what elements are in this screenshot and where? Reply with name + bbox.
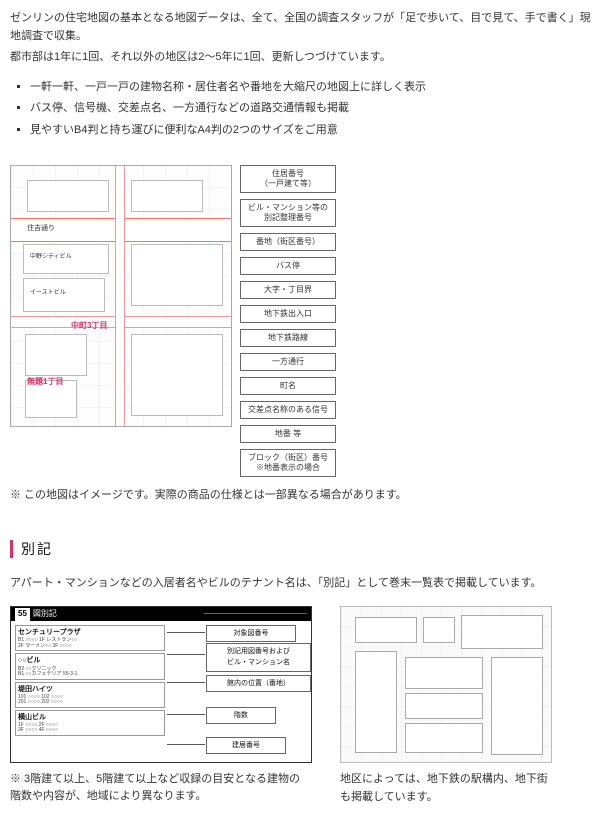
map-note: ※ この地図はイメージです。実際の商品の仕様とは一部異なる場合があります。 bbox=[10, 487, 591, 505]
bekki-entry-floors: B1 ○○○○ 1F レストラン○○2F ラーメン○○ 3F ○○○○ bbox=[18, 638, 162, 649]
section-accent-bar bbox=[10, 540, 13, 558]
bekki-entry: センチュリープラザ B1 ○○○○ 1F レストラン○○2F ラーメン○○ 3F… bbox=[15, 625, 165, 651]
bekki-header-text: 図別記 bbox=[33, 608, 57, 621]
bekki-header-num: 55 bbox=[15, 608, 30, 621]
feature-item: バス停、信号機、交差点名、一方通行などの道路交通情報も掲載 bbox=[30, 100, 591, 118]
bekki-tag: 別記用図番号およびビル・マンション名 bbox=[206, 643, 311, 671]
legend-item: バス停 bbox=[240, 257, 336, 275]
feature-list: 一軒一軒、一戸一戸の建物名称・居住者名や番地を大縮尺の地図上に詳しく表示 バス停… bbox=[10, 79, 591, 140]
bekki-tag: 建居番号 bbox=[206, 737, 286, 754]
map-example-block: 中野シティビル イーストビル 住吉通り 中町3丁目 無題1丁目 住居番号（一戸建… bbox=[10, 165, 591, 505]
bekki-entry-name: 横山ビル bbox=[18, 712, 162, 723]
map-district-label: 中町3丁目 bbox=[71, 320, 107, 333]
map-building-label: 中野シティビル bbox=[30, 253, 72, 263]
intro-text: ゼンリンの住宅地図の基本となる地図データは、全て、全国の調査スタッフが「足で歩い… bbox=[10, 10, 591, 67]
legend-item: ビル・マンション等の別記整理番号 bbox=[240, 199, 336, 227]
section-title: 別記 bbox=[21, 538, 53, 560]
bekki-entry: ○○ビル B2 ○○クリニックB1 ○○カフェテリア 55-3-1 bbox=[15, 653, 165, 679]
bekki-right-note: 地区によっては、地下鉄の駅構内、地下街も掲載しています。 bbox=[340, 771, 550, 806]
legend-item: 一方通行 bbox=[240, 353, 336, 371]
bekki-header-tail: ―――――――――――――――――――――― bbox=[204, 610, 307, 618]
legend-item: 大字・丁目界 bbox=[240, 281, 336, 299]
bekki-tag: 階数 bbox=[206, 707, 276, 724]
bekki-entry-floors: B2 ○○クリニックB1 ○○カフェテリア 55-3-1 bbox=[18, 667, 162, 678]
feature-item: 一軒一軒、一戸一戸の建物名称・居住者名や番地を大縮尺の地図上に詳しく表示 bbox=[30, 79, 591, 97]
bekki-entry-floors: 1F ○○○○ 2F ○○○○3F ○○○○ 4F ○○○○ bbox=[18, 723, 162, 734]
bekki-entry-floors: 101 ○○○○ 102 ○○○○201 ○○○○ 202 ○○○○ bbox=[18, 695, 162, 706]
legend-item: 番地（街区番号） bbox=[240, 233, 336, 251]
intro-line-1: ゼンリンの住宅地図の基本となる地図データは、全て、全国の調査スタッフが「足で歩い… bbox=[10, 10, 591, 45]
bekki-left-note: ※ 3階建て以上、5階建て以上など収録の目安となる建物の階数や内容が、地域により… bbox=[10, 771, 310, 804]
map-legend: 住居番号（一戸建て等） ビル・マンション等の別記整理番号 番地（街区番号） バス… bbox=[240, 165, 336, 477]
intro-line-2: 都市部は1年に1回、それ以外の地区は2～5年に1回、更新しつづけています。 bbox=[10, 49, 591, 67]
bekki-figure-header: 55 図別記 ―――――――――――――――――――――― bbox=[11, 607, 311, 621]
bekki-entry-name: ○○ビル bbox=[18, 655, 162, 666]
legend-item: 地番 等 bbox=[240, 425, 336, 443]
bekki-intro: アパート・マンションなどの入居者名やビルのテナント名は、「別記」として巻末一覧表… bbox=[10, 575, 591, 593]
legend-item: 地下鉄路線 bbox=[240, 329, 336, 347]
feature-item: 見やすいB4判と持ち運びに便利なA4判の2つのサイズをご用意 bbox=[30, 122, 591, 140]
map-building-label: イーストビル bbox=[30, 289, 66, 299]
bekki-mini-map bbox=[340, 606, 552, 763]
legend-item: 住居番号（一戸建て等） bbox=[240, 165, 336, 193]
legend-item: 地下鉄出入口 bbox=[240, 305, 336, 323]
bekki-figure: 55 図別記 ―――――――――――――――――――――― センチュリープラザ … bbox=[10, 606, 312, 763]
bekki-row: 55 図別記 ―――――――――――――――――――――― センチュリープラザ … bbox=[10, 606, 591, 806]
bekki-entry: 堤田ハイツ 101 ○○○○ 102 ○○○○201 ○○○○ 202 ○○○○ bbox=[15, 682, 165, 708]
legend-item: 町名 bbox=[240, 377, 336, 395]
legend-item: ブロック（街区）番号※地番表示の場合 bbox=[240, 449, 336, 477]
section-heading-bekki: 別記 bbox=[10, 538, 591, 560]
map-canvas: 中野シティビル イーストビル 住吉通り 中町3丁目 無題1丁目 bbox=[10, 165, 232, 427]
bekki-tag: 対象図番号 bbox=[206, 625, 296, 642]
map-district-label: 無題1丁目 bbox=[27, 376, 63, 389]
map-road-label: 住吉通り bbox=[27, 223, 55, 234]
bekki-tag: 館内の位置（番地） bbox=[206, 675, 311, 692]
bekki-entry: 横山ビル 1F ○○○○ 2F ○○○○3F ○○○○ 4F ○○○○ bbox=[15, 710, 165, 736]
legend-item: 交差点名称のある信号 bbox=[240, 401, 336, 419]
